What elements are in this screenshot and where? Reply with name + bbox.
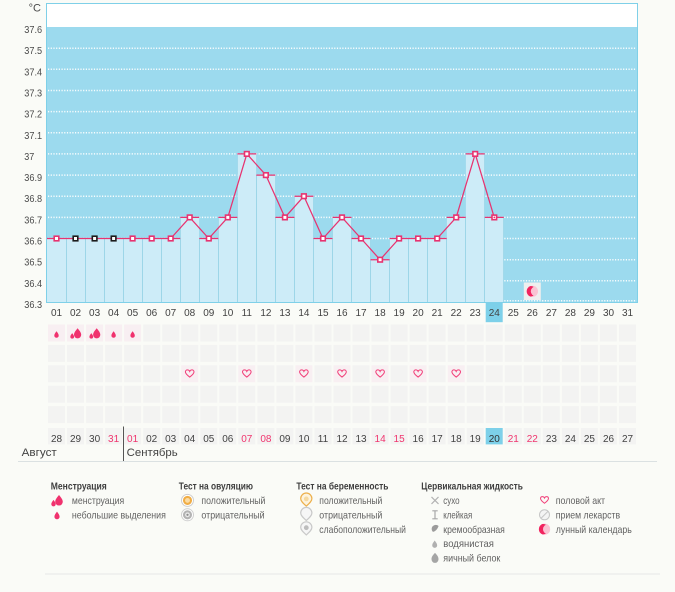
svg-text:37.3: 37.3 [24, 89, 42, 100]
svg-text:20: 20 [413, 308, 425, 319]
svg-text:37.5: 37.5 [24, 46, 42, 57]
svg-text:яичный белок: яичный белок [443, 553, 500, 565]
svg-text:36.3: 36.3 [24, 300, 42, 311]
svg-text:12: 12 [336, 434, 348, 445]
svg-text:37.6: 37.6 [24, 25, 42, 36]
svg-text:29: 29 [584, 308, 596, 319]
svg-text:03: 03 [165, 434, 177, 445]
svg-text:Тест на беременность: Тест на беременность [296, 481, 388, 493]
svg-text:19: 19 [470, 434, 482, 445]
svg-text:31: 31 [108, 434, 120, 445]
svg-text:36.8: 36.8 [24, 194, 42, 205]
svg-text:01: 01 [127, 434, 139, 445]
svg-text:14: 14 [375, 434, 387, 445]
svg-text:36.9: 36.9 [24, 173, 42, 184]
svg-text:01: 01 [51, 308, 63, 319]
svg-text:положительный: положительный [319, 495, 382, 507]
svg-text:положительный: положительный [201, 495, 265, 507]
svg-text:25: 25 [584, 434, 596, 445]
svg-text:06: 06 [222, 434, 234, 445]
svg-text:07: 07 [165, 308, 177, 319]
svg-text:30: 30 [603, 308, 615, 319]
svg-text:16: 16 [413, 434, 425, 445]
svg-text:07: 07 [241, 434, 253, 445]
svg-text:36.6: 36.6 [24, 237, 42, 248]
svg-text:25: 25 [508, 308, 520, 319]
svg-text:11: 11 [318, 434, 329, 445]
svg-text:03: 03 [89, 308, 101, 319]
svg-text:14: 14 [298, 308, 310, 319]
svg-text:отрицательный: отрицательный [201, 509, 264, 521]
svg-text:отрицательный: отрицательный [319, 509, 382, 521]
svg-text:28: 28 [51, 434, 63, 445]
svg-text:29: 29 [70, 434, 82, 445]
svg-text:27: 27 [622, 434, 634, 445]
svg-text:37.1: 37.1 [24, 131, 42, 142]
svg-text:37.2: 37.2 [24, 110, 42, 121]
svg-text:13: 13 [355, 434, 367, 445]
svg-text:менструация: менструация [72, 495, 124, 507]
svg-text:10: 10 [222, 308, 234, 319]
svg-text:лунный календарь: лунный календарь [556, 524, 632, 536]
svg-text:37.4: 37.4 [24, 67, 42, 78]
svg-text:26: 26 [527, 308, 539, 319]
svg-text:04: 04 [184, 434, 196, 445]
svg-text:Тест на овуляцию: Тест на овуляцию [179, 482, 254, 493]
svg-text:сухо: сухо [443, 495, 459, 507]
svg-text:28: 28 [565, 308, 577, 319]
svg-text:11: 11 [242, 308, 253, 319]
svg-text:слабоположительный: слабоположительный [319, 524, 406, 536]
svg-text:36.4: 36.4 [24, 279, 42, 290]
svg-text:12: 12 [260, 308, 272, 319]
svg-text:09: 09 [279, 434, 291, 445]
svg-text:23: 23 [470, 308, 482, 319]
svg-text:02: 02 [146, 434, 158, 445]
svg-text:клейкая: клейкая [443, 509, 472, 521]
svg-text:04: 04 [108, 308, 120, 319]
svg-text:18: 18 [451, 434, 463, 445]
svg-text:06: 06 [146, 308, 158, 319]
svg-text:30: 30 [89, 434, 101, 445]
svg-text:17: 17 [432, 434, 444, 445]
svg-text:21: 21 [432, 308, 444, 319]
svg-text:10: 10 [298, 434, 310, 445]
svg-text:Август: Август [22, 447, 57, 459]
svg-text:24: 24 [565, 434, 577, 445]
svg-text:21: 21 [508, 434, 520, 445]
svg-text:27: 27 [546, 308, 558, 319]
svg-text:36.7: 36.7 [24, 215, 42, 226]
svg-text:°C: °C [29, 3, 41, 15]
svg-text:36.5: 36.5 [24, 258, 42, 269]
svg-text:кремообразная: кремообразная [443, 524, 505, 536]
svg-text:05: 05 [127, 308, 139, 319]
svg-text:Сентябрь: Сентябрь [127, 447, 178, 459]
svg-text:26: 26 [603, 434, 615, 445]
svg-text:20: 20 [489, 434, 501, 445]
svg-text:15: 15 [394, 434, 406, 445]
svg-text:15: 15 [317, 308, 329, 319]
svg-text:09: 09 [203, 308, 215, 319]
svg-text:22: 22 [527, 434, 539, 445]
svg-text:02: 02 [70, 308, 82, 319]
svg-text:водянистая: водянистая [443, 538, 494, 550]
svg-text:22: 22 [451, 308, 463, 319]
svg-text:05: 05 [203, 434, 215, 445]
svg-text:половой акт: половой акт [556, 495, 605, 507]
svg-text:прием лекарств: прием лекарств [556, 509, 621, 521]
svg-text:13: 13 [279, 308, 291, 319]
svg-text:37: 37 [24, 152, 34, 163]
svg-text:08: 08 [184, 308, 196, 319]
svg-text:Менструация: Менструация [51, 482, 107, 493]
svg-text:17: 17 [355, 308, 367, 319]
svg-text:31: 31 [622, 308, 634, 319]
svg-text:24: 24 [489, 308, 501, 319]
svg-text:23: 23 [546, 434, 558, 445]
svg-text:небольшие выделения: небольшие выделения [72, 509, 166, 521]
svg-text:18: 18 [375, 308, 387, 319]
svg-text:19: 19 [394, 308, 406, 319]
svg-text:08: 08 [260, 434, 272, 445]
svg-text:16: 16 [336, 308, 348, 319]
svg-text:Цервикальная жидкость: Цервикальная жидкость [421, 482, 523, 493]
